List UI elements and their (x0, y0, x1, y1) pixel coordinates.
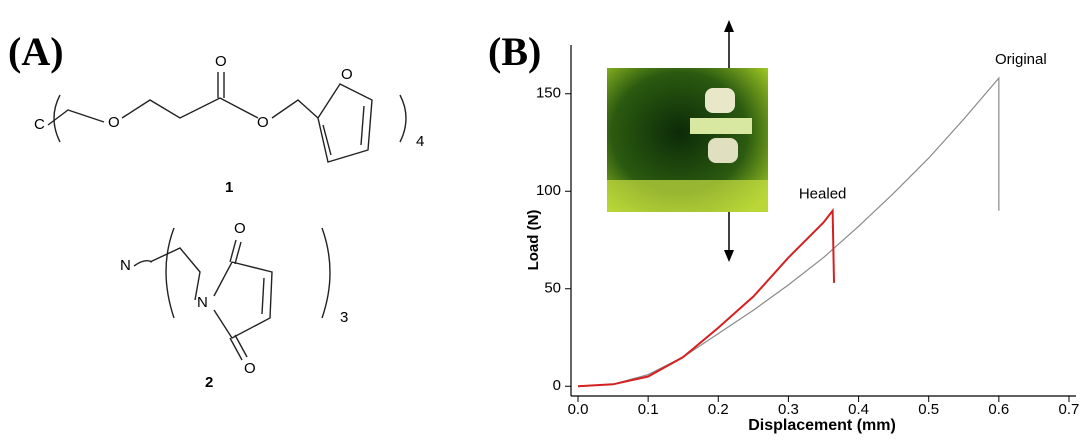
subscript: 4 (416, 133, 424, 150)
bracket (400, 95, 406, 142)
bond (323, 125, 331, 155)
bond (150, 248, 200, 300)
photo-inset (607, 68, 768, 212)
photo-detail (708, 138, 738, 163)
atom: N (120, 257, 131, 274)
x-axis-label: Displacement (mm) (748, 417, 896, 434)
x-tick-label: 0.3 (778, 401, 799, 418)
atom: C (34, 116, 45, 133)
compound-number: 2 (205, 374, 213, 391)
atom: N (197, 294, 208, 311)
compound-2: N N O O 3 2 (120, 220, 348, 391)
series-line (578, 211, 834, 387)
y-tick-label: 0 (553, 377, 561, 394)
arrowhead (724, 250, 734, 262)
atom: O (257, 114, 269, 131)
ring (318, 84, 372, 162)
x-tick-label: 0.2 (708, 401, 729, 418)
x-tick-label: 0.1 (638, 401, 659, 418)
bond (235, 242, 241, 264)
panel-label: (B) (488, 29, 541, 74)
compound-number: 1 (225, 179, 233, 196)
y-axis-label: Load (N) (525, 210, 542, 271)
bond (48, 110, 104, 125)
x-tick-label: 0.0 (568, 401, 589, 418)
arrowhead (724, 20, 734, 32)
panel-label: (A) (8, 29, 64, 74)
bond (235, 335, 247, 357)
series-label: Original (995, 51, 1047, 68)
atom: O (244, 360, 256, 377)
series-label: Healed (799, 186, 847, 203)
photo-detail (690, 118, 752, 134)
y-tick-label: 50 (544, 280, 561, 297)
photo-detail (705, 88, 735, 113)
atom: O (215, 53, 227, 70)
bracket (166, 228, 174, 318)
y-tick-label: 150 (536, 85, 561, 102)
bracket (322, 228, 330, 318)
y-tick-label: 100 (536, 182, 561, 199)
atom: O (341, 66, 353, 83)
compound-1: C O O O O 4 1 (34, 53, 424, 196)
bond (272, 100, 318, 118)
atom: O (108, 114, 120, 131)
subscript: 3 (340, 309, 348, 326)
x-tick-label: 0.7 (1059, 401, 1080, 418)
x-tick-label: 0.4 (848, 401, 869, 418)
bond (361, 106, 364, 145)
bond (122, 98, 258, 118)
figure: (A) C O O O O 4 1 N N O O 3 2 (0, 0, 1088, 435)
atom: O (234, 220, 246, 237)
x-tick-label: 0.6 (988, 401, 1009, 418)
photo-detail (607, 180, 768, 212)
bond (230, 338, 242, 360)
bond (230, 240, 236, 262)
bond (134, 261, 152, 266)
bond (262, 278, 264, 314)
x-tick-label: 0.5 (918, 401, 939, 418)
